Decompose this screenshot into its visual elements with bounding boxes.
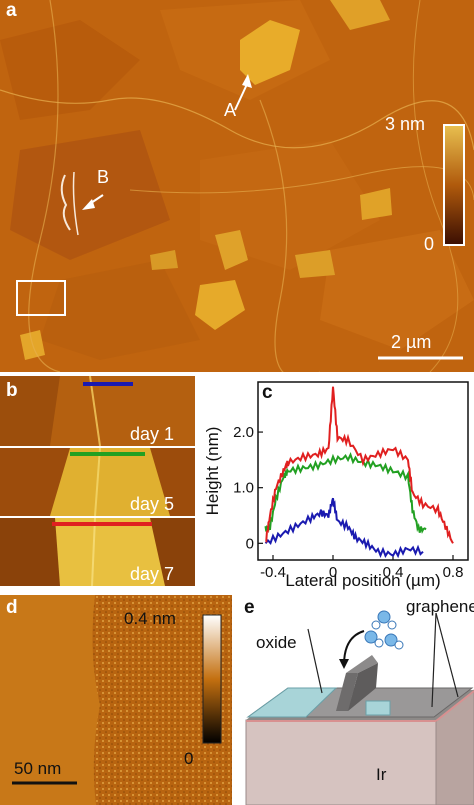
panel-a-afm-image: a A B 3 nm 0 2 µm <box>0 0 474 372</box>
scalebar-label: 2 µm <box>391 332 432 352</box>
panel-a-label: a <box>6 0 17 21</box>
panel-d-colorbar-max: 0.4 nm <box>124 609 176 628</box>
profile-series-2 <box>265 386 454 544</box>
panel-e-schematic: e oxide graphene Ir <box>236 595 474 805</box>
afm-topography-image <box>0 0 474 372</box>
y-tick-label: 2.0 <box>233 424 254 441</box>
day7-label: day 7 <box>130 564 175 584</box>
profile-series-0 <box>264 497 424 559</box>
panel-e-label: e <box>244 597 255 618</box>
y-axis-label: Height (nm) <box>203 427 222 516</box>
x-axis-label: Lateral position (µm) <box>285 571 440 590</box>
y-tick-label: 0 <box>246 535 254 552</box>
panel-b-label: b <box>6 380 18 401</box>
schematic-diagram <box>245 610 474 805</box>
oxide-label: oxide <box>256 633 297 652</box>
graphene-label: graphene <box>406 597 474 616</box>
panel-d-high-res-image: d 0.4 nm 0 50 nm <box>0 595 232 805</box>
annotation-a: A <box>224 100 237 120</box>
x-tick-label: -0.4 <box>260 564 286 581</box>
panel-b-images <box>0 376 195 586</box>
colorbar-max-label: 3 nm <box>385 114 426 134</box>
day5-label: day 5 <box>130 494 175 514</box>
molecule-icons <box>364 610 404 650</box>
height-profile-chart: -0.4 0 0.4 0.8 0 1.0 2.0 Lateral position (µm) H… <box>203 381 469 590</box>
panel-d-colorbar-min: 0 <box>184 749 194 768</box>
y-tick-label: 1.0 <box>233 480 254 497</box>
day1-label: day 1 <box>130 424 175 444</box>
panel-d-label: d <box>6 597 18 618</box>
x-tick-label: 0.4 <box>383 564 404 581</box>
x-tick-label: 0.8 <box>443 564 464 581</box>
panel-b-time-series: b day 1 day 5 day 7 <box>0 376 195 586</box>
colorbar-min-label: 0 <box>424 234 435 254</box>
substrate-label: Ir <box>376 765 387 784</box>
annotation-b: B <box>97 167 110 187</box>
panel-d-image <box>0 595 232 805</box>
profile-series-1 <box>264 452 427 534</box>
panel-c-height-profile: -0.4 0 0.4 0.8 0 1.0 2.0 Lateral position (µm) H… <box>198 376 474 592</box>
x-tick-label: 0 <box>329 564 337 581</box>
panel-c-label: c <box>262 382 273 403</box>
panel-d-scalebar: 50 nm <box>14 759 62 778</box>
